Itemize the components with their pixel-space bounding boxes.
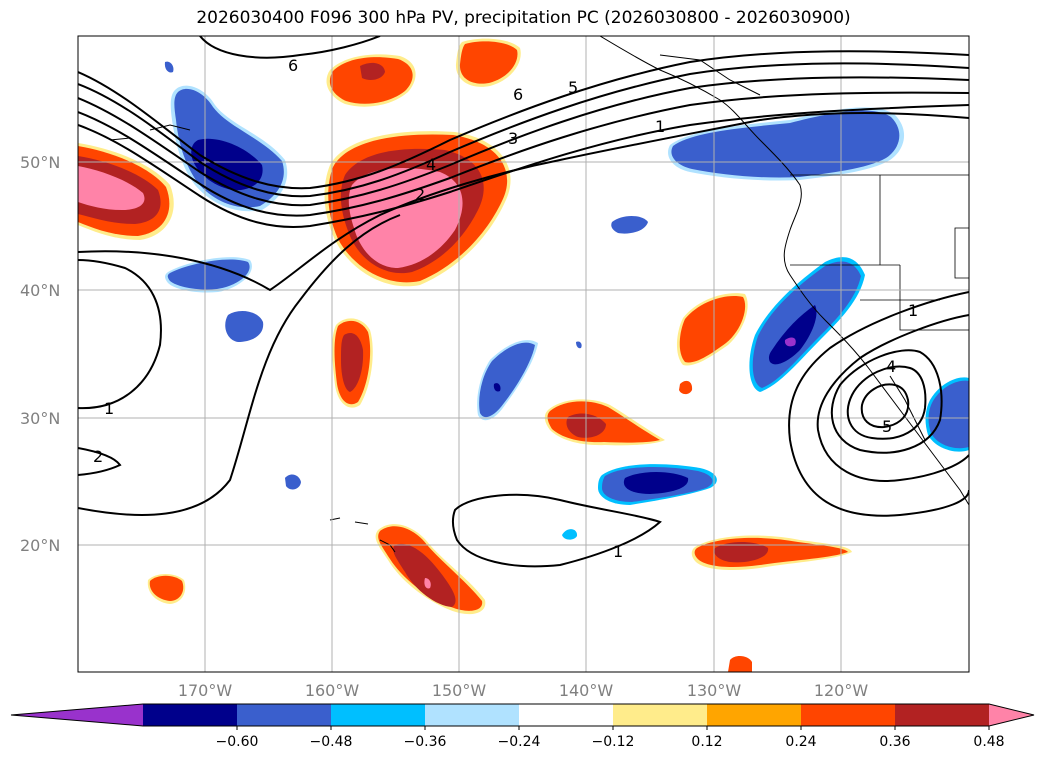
lon-label: 170°W [178, 681, 233, 700]
colorbar-swatch [143, 704, 238, 726]
contour-label: 5 [568, 78, 578, 97]
colorbar-swatch [895, 704, 990, 726]
lat-label: 50°N [20, 153, 60, 172]
contour-label: 4 [426, 155, 436, 174]
positive-anomaly-blob [375, 524, 486, 615]
colorbar-tick-label: 0.12 [691, 734, 722, 750]
colorbar-swatch [613, 704, 708, 726]
state-borders [790, 174, 969, 331]
lat-label: 30°N [20, 409, 60, 428]
colorbar-tick-label: −0.48 [310, 734, 353, 750]
colorbar-tick-label: 0.36 [879, 734, 910, 750]
positive-anomaly-blob [332, 318, 373, 408]
colorbar-swatch [331, 704, 426, 726]
contour-label: 2 [415, 185, 425, 204]
map-title: 2026030400 F096 300 hPa PV, precipitatio… [196, 8, 851, 28]
lon-label: 140°W [559, 681, 614, 700]
positive-anomaly-blob [326, 54, 416, 107]
contour-label: 2 [93, 447, 103, 466]
contour-label: 1 [655, 117, 665, 136]
negative-anomaly-blob [477, 340, 538, 421]
colorbar-tick-label: −0.60 [216, 734, 259, 750]
positive-anomaly-blob [676, 293, 748, 395]
positive-anomaly-blob [147, 574, 186, 604]
graticule [78, 36, 969, 672]
colorbar-tick-label: 0.24 [785, 734, 816, 750]
colorbar-swatch [519, 704, 614, 726]
positive-anomaly-blob [728, 656, 752, 672]
colorbar-swatch [425, 704, 520, 726]
lon-label: 130°W [687, 681, 742, 700]
latitude-labels: 50°N 40°N 30°N 20°N [20, 153, 60, 555]
colorbar-tick-label: 0.48 [973, 734, 1004, 750]
colorbar-tick-label: −0.12 [592, 734, 635, 750]
negative-anomaly-blob [749, 257, 865, 392]
negative-anomaly-blob [165, 257, 252, 293]
positive-anomaly-blob [455, 38, 521, 87]
contour-label: 4 [886, 357, 896, 376]
colorbar-swatch [707, 704, 802, 726]
colorbar: −0.60 −0.48 −0.36 −0.24 −0.12 0.12 0.24 0.36 0.4… [10, 703, 1035, 750]
lat-label: 40°N [20, 281, 60, 300]
colorbar-outline [10, 703, 1035, 727]
contour-label: 1 [104, 399, 114, 418]
contour-label: 1 [908, 301, 918, 320]
negative-anomaly-blob [285, 216, 648, 540]
negative-anomaly-blob [225, 310, 264, 342]
pv-contours [78, 36, 969, 568]
lat-label: 20°N [20, 536, 60, 555]
positive-anomaly-blob [78, 143, 174, 240]
map-panel: 6 6 5 4 3 2 1 1 2 1 4 5 1 [78, 36, 969, 672]
contour-label: 3 [508, 129, 518, 148]
precip-anomaly-shading [78, 38, 969, 672]
lon-label: 120°W [814, 681, 869, 700]
contour-label: 6 [513, 85, 523, 104]
negative-anomaly-blob [598, 464, 717, 505]
positive-anomaly-blob [544, 399, 665, 446]
contour-label: 5 [882, 417, 892, 436]
positive-anomaly-blob [324, 131, 511, 287]
map-frame [77, 35, 970, 673]
lon-label: 150°W [432, 681, 487, 700]
longitude-labels: 170°W 160°W 150°W 140°W 130°W 120°W [178, 681, 869, 700]
colorbar-tick-label: −0.24 [498, 734, 541, 750]
colorbar-extend-max [989, 704, 1034, 726]
contour-labels: 6 6 5 4 3 2 1 1 2 1 4 5 1 [93, 56, 918, 561]
contour-label: 1 [613, 542, 623, 561]
colorbar-extend-min [11, 704, 143, 726]
colorbar-swatch [801, 704, 896, 726]
colorbar-tick-label: −0.36 [404, 734, 447, 750]
contour-label: 6 [288, 56, 298, 75]
colorbar-swatch [237, 704, 332, 726]
negative-anomaly-blob [925, 377, 969, 452]
lon-label: 160°W [305, 681, 360, 700]
